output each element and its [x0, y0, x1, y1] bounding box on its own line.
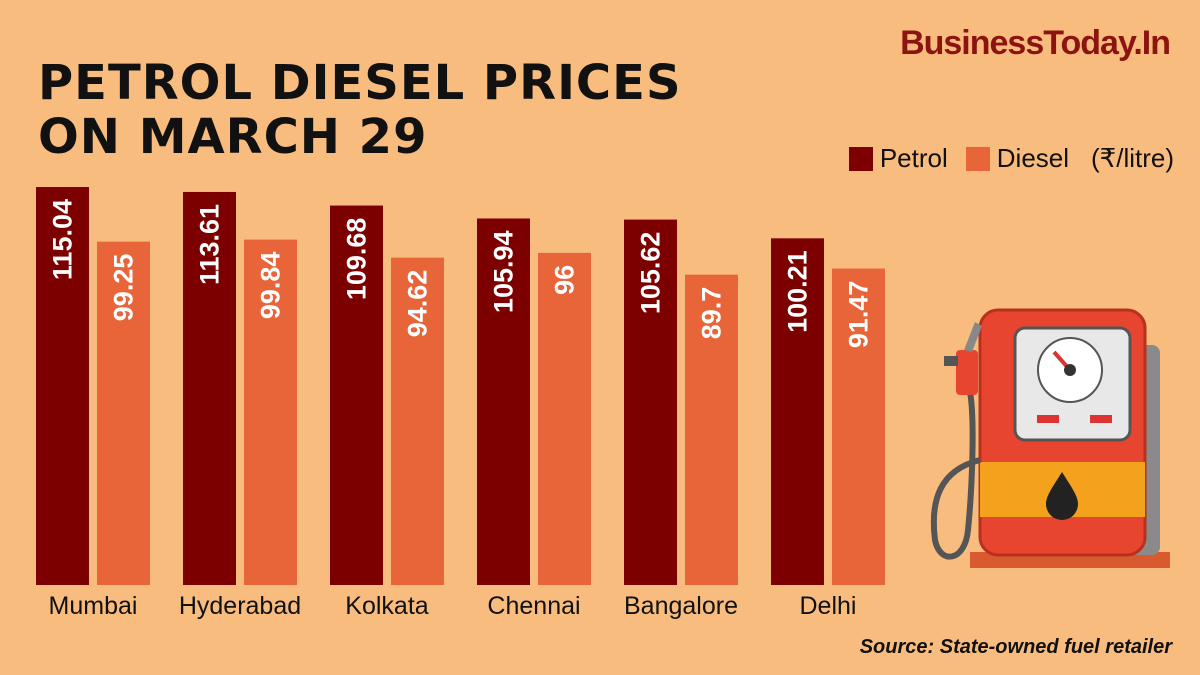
legend-label-diesel: Diesel [996, 143, 1070, 173]
bar-petrol-mumbai [36, 187, 89, 585]
legend-item-petrol: Petrol [848, 143, 948, 174]
category-label-kolkata: Kolkata [345, 592, 428, 620]
brand-logo: BusinessToday.In [900, 24, 1171, 62]
category-label-hyderabad: Hyderabad [179, 592, 301, 620]
data-label-petrol-delhi: 100.21 [783, 250, 813, 333]
legend-swatch-diesel [965, 146, 990, 171]
category-label-delhi: Delhi [800, 592, 857, 620]
data-label-petrol-mumbai: 115.04 [48, 199, 78, 280]
bar-petrol-chennai [477, 218, 530, 585]
legend-swatch-petrol [848, 146, 873, 171]
bar-diesel-bangalore [685, 274, 738, 585]
page-title: PETROL DIESEL PRICES ON MARCH 29 [38, 56, 682, 164]
data-label-diesel-chennai: 96 [550, 265, 580, 295]
source-note: Source: State-owned fuel retailer [859, 636, 1172, 658]
bar-diesel-mumbai [97, 241, 150, 586]
bar-diesel-delhi [832, 268, 885, 585]
bar-diesel-chennai [538, 252, 591, 585]
legend-unit: (₹/litre) [1091, 143, 1174, 173]
bar-chart: 115.04 99.25 Mumbai 113.61 99.84 Hyderabad 109… [36, 187, 885, 620]
bar-diesel-hyderabad [244, 239, 297, 586]
data-label-diesel-bangalore: 89.7 [697, 287, 727, 340]
category-label-chennai: Chennai [487, 592, 580, 620]
legend-label-petrol: Petrol [879, 143, 948, 173]
legend-item-diesel: Diesel [965, 143, 1070, 174]
category-label-bangalore: Bangalore [624, 592, 738, 620]
bar-petrol-bangalore [624, 219, 677, 585]
data-label-petrol-hyderabad: 113.61 [195, 204, 225, 285]
data-label-diesel-delhi: 91.47 [844, 281, 874, 349]
data-label-petrol-chennai: 105.94 [489, 230, 519, 313]
chart-legend: Petrol Diesel (₹/litre) [848, 143, 1174, 174]
category-label-mumbai: Mumbai [49, 592, 138, 620]
bar-petrol-kolkata [330, 205, 383, 585]
title-line-1: PETROL DIESEL PRICES [38, 55, 682, 111]
data-label-diesel-mumbai: 99.25 [109, 254, 139, 322]
data-label-petrol-kolkata: 109.68 [342, 218, 372, 301]
data-label-petrol-bangalore: 105.62 [636, 232, 666, 315]
data-label-diesel-hyderabad: 99.84 [256, 252, 286, 320]
bar-diesel-kolkata [391, 257, 444, 585]
fuel-pump-icon [930, 308, 1170, 568]
title-line-2: ON MARCH 29 [38, 109, 428, 165]
bar-petrol-delhi [771, 238, 824, 585]
data-label-diesel-kolkata: 94.62 [403, 270, 433, 338]
bar-petrol-hyderabad [183, 191, 236, 585]
